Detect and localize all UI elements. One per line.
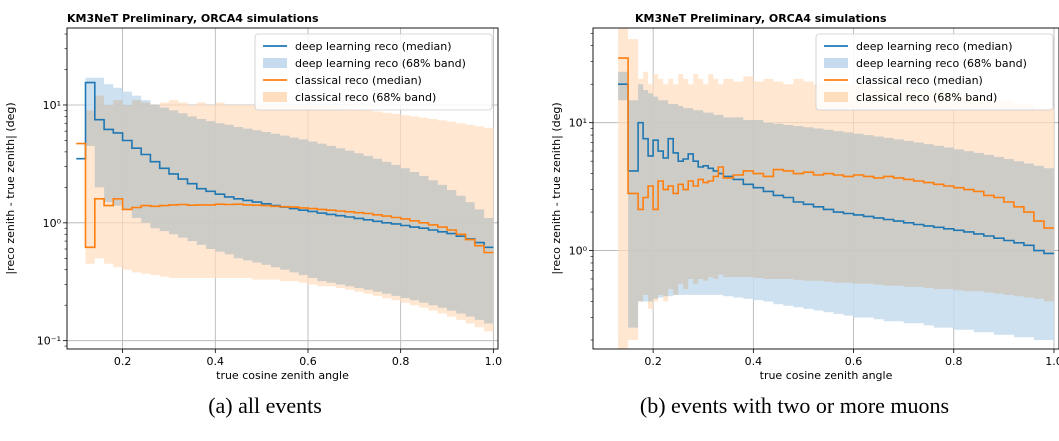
y-tick-label: 10¹ [43,99,61,112]
chart-panel-b: KM3NeT Preliminary, ORCA4 simulations 0.2… [550,12,1059,382]
y-tick-label: 10¹ [569,117,587,130]
legend-label: deep learning reco (median) [295,40,452,53]
axes-frame [66,27,499,350]
legend-label: classical reco (68% band) [856,91,997,104]
x-tick-label: 0.2 [644,355,662,368]
legend-swatch-classical-band [263,92,287,102]
y-axis-label: |reco zenith - true zenith| (deg) [550,102,563,274]
classical-median-line [76,142,494,254]
legend-swatch-deep-band [263,58,287,68]
x-tick-label: 0.6 [845,355,863,368]
legend-box [254,33,493,111]
legend-swatch-classical-band [824,92,848,102]
x-tick-label: 0.4 [745,355,763,368]
classical-median-line [618,57,1054,229]
plot-area [76,77,494,332]
legend-label: classical reco (68% band) [295,91,436,104]
x-tick-label: 0.6 [299,355,317,368]
legend: deep learning reco (median) deep learning… [254,33,493,111]
legend-label: deep learning reco (median) [856,40,1013,53]
legend-label: deep learning reco (68% band) [856,57,1027,70]
x-axis-label: true cosine zenith angle [760,369,893,382]
x-tick-label: 0.4 [207,355,225,368]
y-axis-label: |reco zenith - true zenith| (deg) [4,102,17,274]
axes-frame [592,27,1059,350]
classical-band [76,95,494,332]
y-tick-label: 10⁰ [43,217,62,230]
caption-b: (b) events with two or more muons [639,393,950,418]
x-tick-label: 1.0 [485,355,503,368]
caption-a: (a) all events [208,393,322,418]
legend-label: classical reco (median) [856,74,983,87]
legend-swatch-deep-band [824,58,848,68]
deep-learning-median-line [618,83,1054,255]
chart-title: KM3NeT Preliminary, ORCA4 simulations [635,12,887,25]
y-tick-label: 10⁻¹ [37,335,61,348]
x-axis-label: true cosine zenith angle [216,369,349,382]
x-tick-label: 0.2 [114,355,132,368]
legend: deep learning reco (median) deep learning… [815,33,1054,111]
chart-panel-a: KM3NeT Preliminary, ORCA4 simulations 0.2… [4,12,502,382]
legend-box [815,33,1054,111]
x-tick-label: 0.8 [392,355,410,368]
x-tick-label: 1.0 [1045,355,1059,368]
legend-label: classical reco (median) [295,74,422,87]
chart-title: KM3NeT Preliminary, ORCA4 simulations [67,12,319,25]
y-tick-label: 10⁰ [569,245,588,258]
x-tick-label: 0.8 [945,355,963,368]
legend-label: deep learning reco (68% band) [295,57,466,70]
